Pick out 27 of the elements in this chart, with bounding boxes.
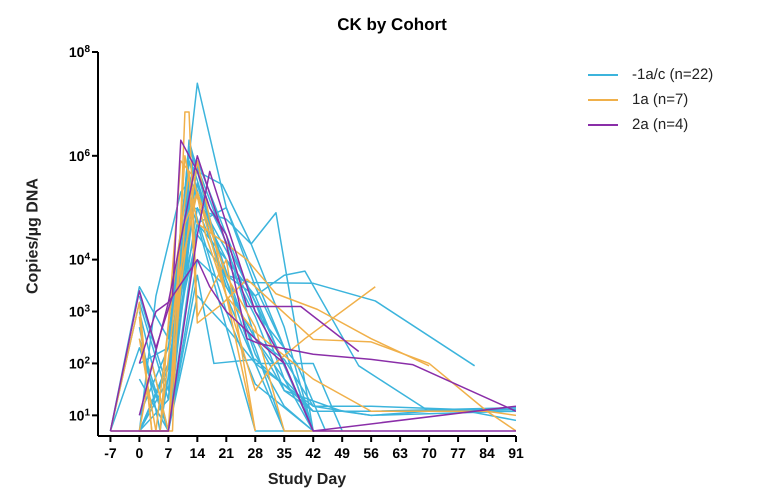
x-tick-label: 14 xyxy=(190,445,206,461)
y-tick-label: 10$^{4}$ xyxy=(68,251,90,268)
legend-label: 1a (n=7) xyxy=(632,91,688,108)
x-tick-label: 84 xyxy=(479,445,496,461)
x-tick-label: 77 xyxy=(450,445,466,461)
y-tick-label: 10$^{8}$ xyxy=(68,44,90,60)
x-tick-label: 28 xyxy=(247,445,264,461)
x-tick-label: 42 xyxy=(305,445,322,461)
chart-title: CK by Cohort xyxy=(336,14,448,36)
x-tick-label: 91 xyxy=(508,445,524,461)
x-tick-label: 7 xyxy=(164,445,172,461)
y-tick-label: 10$^{3}$ xyxy=(68,303,90,320)
legend-label: -1a/c (n=22) xyxy=(632,66,714,83)
x-tick-label: 63 xyxy=(392,445,408,461)
x-tick-label: 0 xyxy=(135,445,144,461)
x-tick-label: -7 xyxy=(104,445,117,461)
x-tick-label: 56 xyxy=(363,445,380,461)
x-tick-label: 35 xyxy=(276,445,292,461)
x-tick-label: 49 xyxy=(334,445,350,461)
x-tick-label: 21 xyxy=(218,445,234,461)
y-axis-title: Copies/µg DNA xyxy=(24,178,42,294)
y-tick-label: 10$^{1}$ xyxy=(68,406,90,424)
x-axis-title: Study Day xyxy=(268,471,346,488)
legend-label: 2a (n=4) xyxy=(632,116,688,133)
y-tick-label: 10$^{2}$ xyxy=(68,354,90,372)
y-tick-label: 10$^{6}$ xyxy=(68,147,90,164)
x-tick-label: 70 xyxy=(421,445,438,461)
